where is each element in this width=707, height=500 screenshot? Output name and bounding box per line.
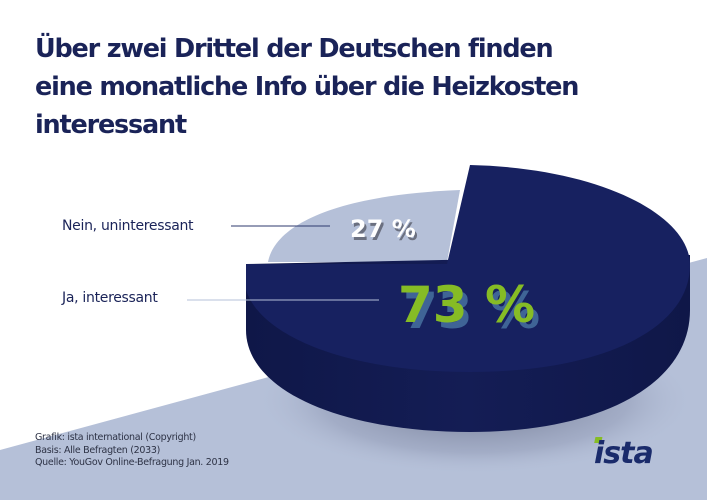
- title-line-3: interessant: [35, 110, 187, 140]
- source-line-quelle: Quelle: YouGov Online-Befragung Jan. 201…: [35, 457, 229, 468]
- value-label-ja: 73 %: [398, 276, 535, 334]
- ista-logo: ista: [594, 436, 654, 470]
- title-line-2: eine monatliche Info über die Heizkosten: [35, 72, 579, 102]
- source-line-grafik: Grafik: ista international (Copyright): [35, 432, 196, 443]
- value-label-nein-shadow: 27 %: [352, 218, 418, 246]
- source-line-basis: Basis: Alle Befragten (2033): [35, 444, 161, 456]
- source-notes: Grafik: ista international (Copyright) B…: [35, 432, 229, 470]
- legend-label-ja: Ja, interessant: [62, 290, 158, 306]
- pie-slice-ja: [246, 165, 690, 372]
- title-line-1: Über zwei Drittel der Deutschen finden: [35, 34, 554, 64]
- logo-accent-square: [594, 437, 603, 443]
- value-label-nein: 27 %: [350, 215, 416, 243]
- pie-slice-nein: [268, 190, 460, 262]
- value-label-ja-shadow: 73 %: [403, 282, 540, 340]
- logo-text: ista: [594, 436, 653, 470]
- page-title: Über zwei Drittel der Deutschen finden e…: [35, 30, 695, 144]
- legend-label-nein: Nein, uninteressant: [62, 218, 194, 234]
